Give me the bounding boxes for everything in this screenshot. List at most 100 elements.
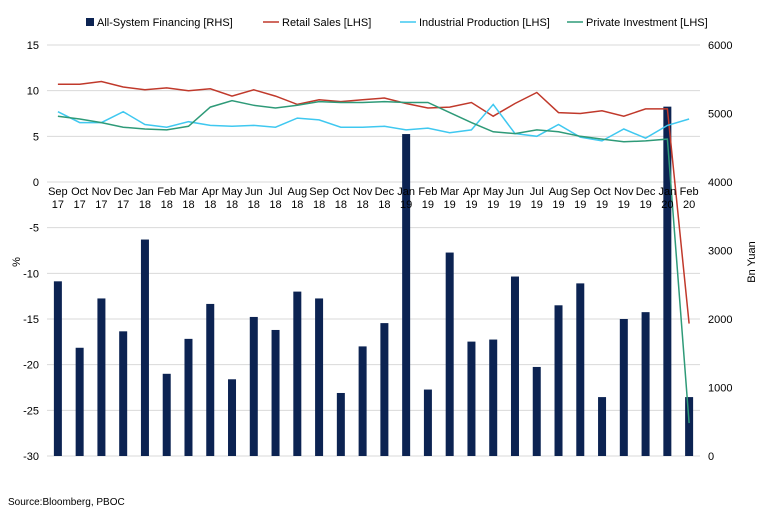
x-tick-label-year: 18 <box>204 199 216 211</box>
x-tick-label: May <box>222 186 243 198</box>
bar-29 <box>685 397 694 456</box>
x-tick-label: May <box>483 186 504 198</box>
left-tick-label: -15 <box>23 314 39 326</box>
x-tick-label: Jun <box>245 186 263 198</box>
x-tick-label-year: 18 <box>269 199 281 211</box>
x-tick-label-year: 18 <box>226 199 238 211</box>
bar-12 <box>315 298 324 456</box>
x-tick-label: Sep <box>570 186 590 198</box>
x-tick-label-year: 19 <box>574 199 586 211</box>
bar-0 <box>53 281 62 456</box>
x-tick-label-year: 20 <box>661 199 673 211</box>
x-tick-label: Feb <box>680 186 699 198</box>
bar-28 <box>663 106 672 457</box>
bar-5 <box>162 373 171 456</box>
x-tick-label: Apr <box>202 186 219 198</box>
bar-17 <box>423 389 432 456</box>
x-axis-ticks: Sep17Oct17Nov17Dec17Jan18Feb18Mar18Apr18… <box>48 186 699 211</box>
x-tick-label-year: 18 <box>182 199 194 211</box>
bar-20 <box>489 339 498 456</box>
bar-25 <box>598 397 607 456</box>
gridlines <box>47 44 700 457</box>
x-tick-label-year: 19 <box>422 199 434 211</box>
x-tick-label: Oct <box>71 186 88 198</box>
left-tick-label: 15 <box>27 40 39 52</box>
x-tick-label: Mar <box>440 186 459 198</box>
x-tick-label: Jul <box>530 186 544 198</box>
right-tick-label: 4000 <box>708 177 732 189</box>
x-tick-label-year: 18 <box>161 199 173 211</box>
bar-21 <box>510 276 519 456</box>
x-tick-label-year: 19 <box>639 199 651 211</box>
legend: All-System Financing [RHS] Retail Sales [… <box>86 17 708 29</box>
legend-swatch-0 <box>86 18 94 26</box>
bar-2 <box>97 298 106 456</box>
bar-24 <box>576 283 585 456</box>
x-tick-label-year: 19 <box>444 199 456 211</box>
bar-9 <box>249 316 258 456</box>
bar-23 <box>554 305 563 456</box>
x-tick-label-year: 19 <box>618 199 630 211</box>
x-tick-label: Aug <box>549 186 569 198</box>
right-axis-ticks: 6000 5000 4000 3000 2000 1000 0 <box>708 40 732 463</box>
x-tick-label-year: 17 <box>52 199 64 211</box>
bar-16 <box>402 134 411 457</box>
x-tick-label: Apr <box>463 186 480 198</box>
x-tick-label: Nov <box>614 186 634 198</box>
left-tick-label: 10 <box>27 86 39 98</box>
bar-6 <box>184 338 193 456</box>
legend-label-1: Retail Sales [LHS] <box>282 17 371 29</box>
bar-26 <box>619 319 628 456</box>
x-tick-label-year: 17 <box>117 199 129 211</box>
x-tick-label: Oct <box>593 186 610 198</box>
left-tick-label: 5 <box>33 131 39 143</box>
x-tick-label: Jul <box>269 186 283 198</box>
x-tick-label-year: 18 <box>248 199 260 211</box>
x-tick-label: Feb <box>157 186 176 198</box>
bar-14 <box>358 346 367 456</box>
x-tick-label: Dec <box>113 186 133 198</box>
bar-15 <box>380 323 389 456</box>
x-tick-label-year: 18 <box>139 199 151 211</box>
line-0 <box>57 80 690 324</box>
right-tick-label: 0 <box>708 451 714 463</box>
x-tick-label-year: 19 <box>531 199 543 211</box>
x-tick-label: Sep <box>309 186 329 198</box>
x-tick-label: Aug <box>288 186 308 198</box>
x-tick-label: Jan <box>397 186 415 198</box>
legend-label-3: Private Investment [LHS] <box>586 17 708 29</box>
legend-label-0: All-System Financing [RHS] <box>97 17 233 29</box>
right-tick-label: 2000 <box>708 314 732 326</box>
x-tick-label-year: 18 <box>356 199 368 211</box>
x-tick-label-year: 20 <box>683 199 695 211</box>
x-tick-label: Mar <box>179 186 198 198</box>
x-tick-label: Jun <box>506 186 524 198</box>
bar-11 <box>293 291 302 456</box>
source-note: Source:Bloomberg, PBOC <box>8 497 125 508</box>
left-tick-label: -30 <box>23 451 39 463</box>
x-tick-label-year: 19 <box>465 199 477 211</box>
line-2 <box>57 99 690 424</box>
x-tick-label-year: 19 <box>509 199 521 211</box>
x-tick-label-year: 18 <box>378 199 390 211</box>
x-tick-label: Nov <box>92 186 112 198</box>
left-tick-label: -20 <box>23 360 39 372</box>
right-axis-title: Bn Yuan <box>746 241 758 282</box>
x-tick-label: Jan <box>658 186 676 198</box>
left-axis-ticks: 15 10 5 0 -5 -10 -15 -20 -25 -30 <box>23 40 39 463</box>
x-tick-label: Feb <box>418 186 437 198</box>
line-1 <box>57 103 690 142</box>
left-axis-title: % <box>11 257 23 267</box>
x-tick-label: Oct <box>332 186 349 198</box>
bar-13 <box>336 392 345 456</box>
bar-series <box>53 106 694 457</box>
x-tick-label-year: 17 <box>95 199 107 211</box>
line-series <box>57 80 690 424</box>
bar-4 <box>140 239 149 456</box>
left-tick-label: -5 <box>29 223 39 235</box>
bar-19 <box>467 341 476 456</box>
x-tick-label-year: 17 <box>74 199 86 211</box>
x-tick-label-year: 19 <box>552 199 564 211</box>
x-tick-label: Jan <box>136 186 154 198</box>
x-tick-label: Sep <box>48 186 68 198</box>
